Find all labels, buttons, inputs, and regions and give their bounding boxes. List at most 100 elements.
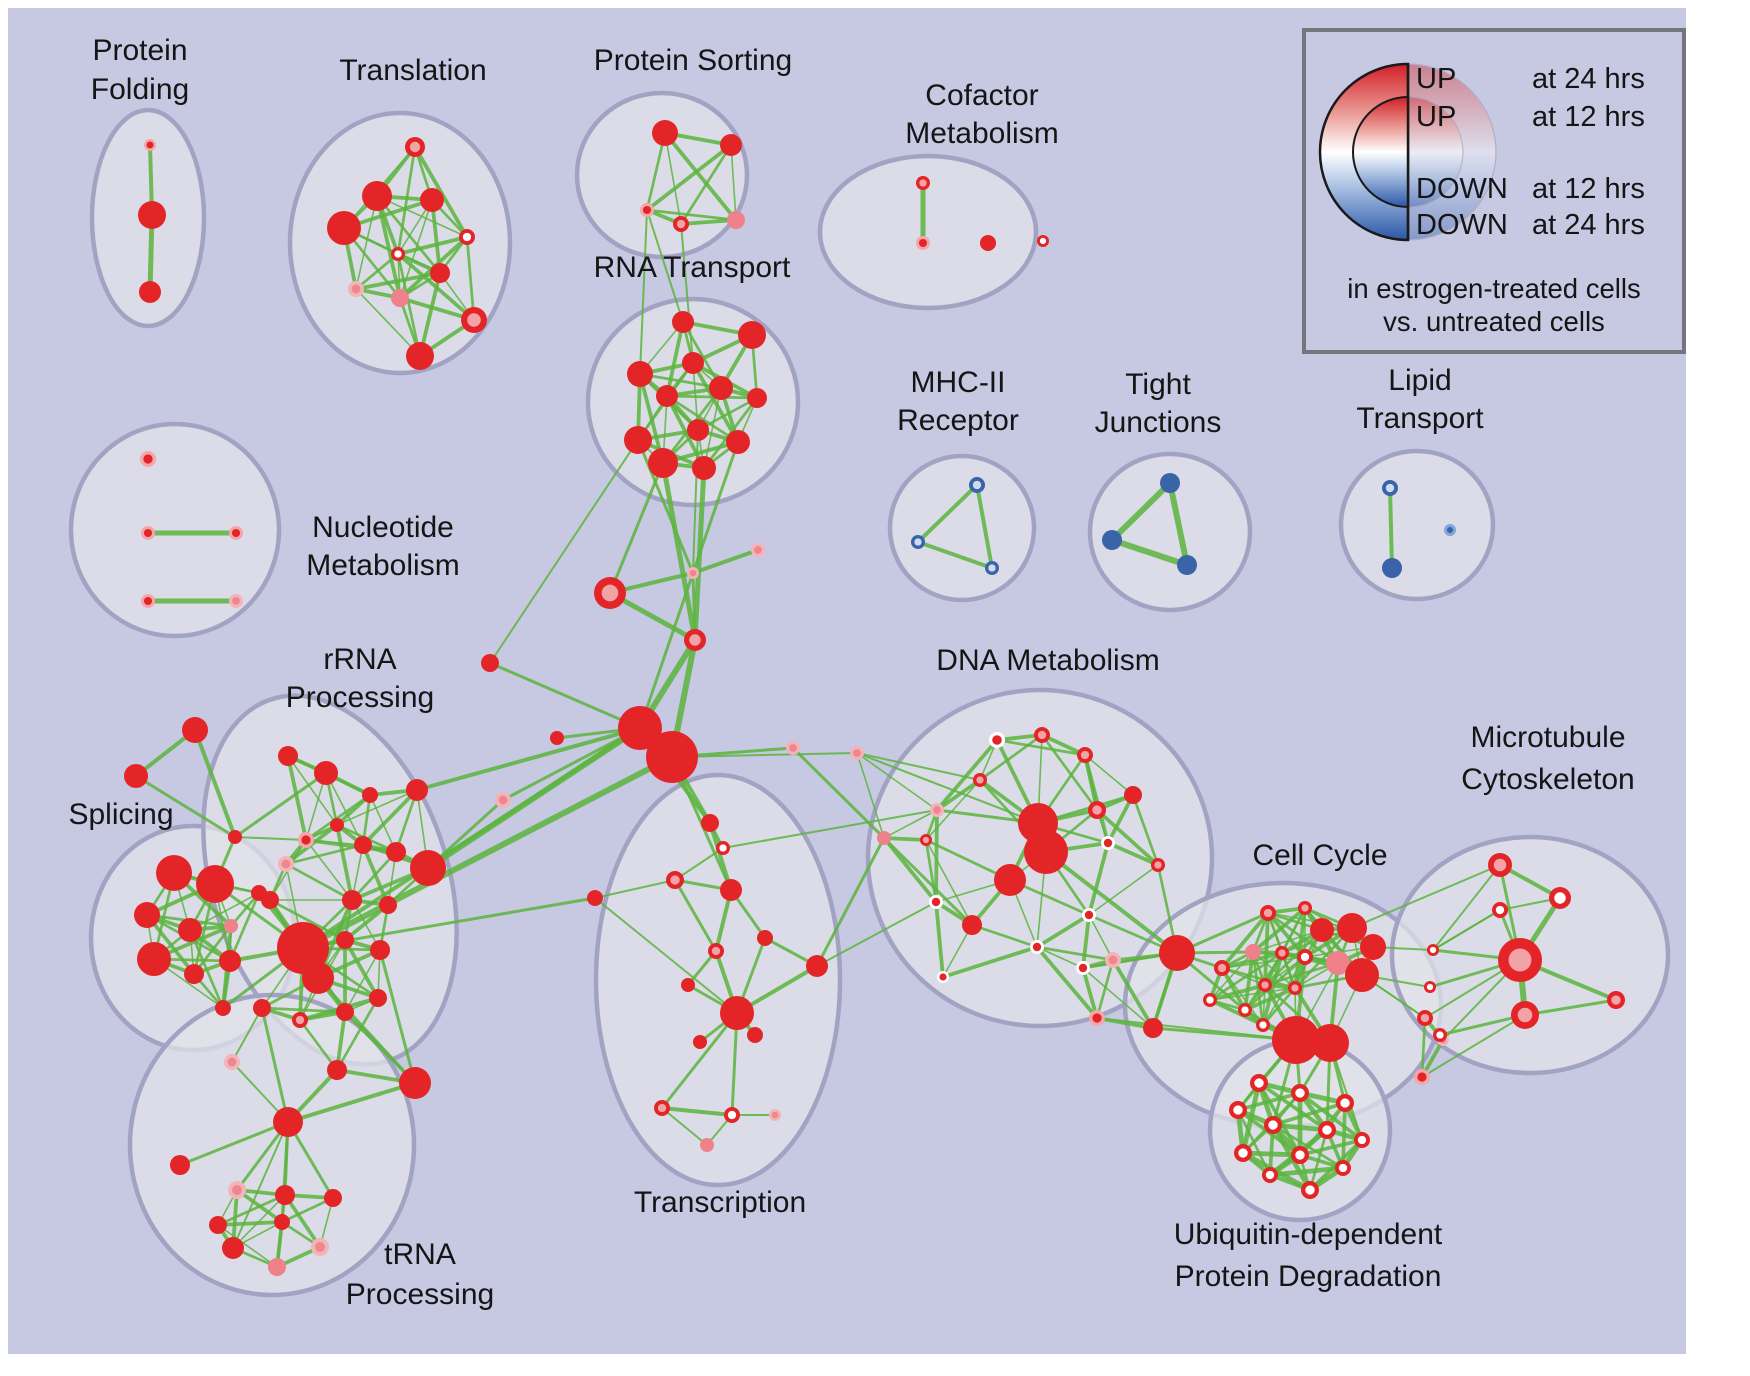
network-node	[692, 456, 716, 480]
network-node	[1078, 963, 1088, 973]
network-node	[1426, 983, 1434, 991]
network-node	[1517, 1007, 1533, 1023]
network-edge	[1082, 967, 1154, 1029]
network-edge	[665, 394, 740, 444]
network-node	[386, 842, 406, 862]
cluster-bubble-lipid-transport	[1338, 448, 1496, 602]
network-edge	[1351, 864, 1501, 929]
legend-row-time: at 12 hrs	[1532, 173, 1645, 205]
network-node	[1245, 944, 1261, 960]
network-node	[789, 744, 797, 752]
network-edge	[665, 320, 685, 398]
network-edge	[343, 938, 380, 1000]
network-node	[1265, 1170, 1275, 1180]
network-edge	[396, 252, 422, 358]
network-node	[627, 361, 653, 387]
network-node	[689, 634, 701, 646]
network-edge	[1240, 1150, 1303, 1158]
network-edge	[730, 144, 737, 221]
cluster-label-microtubule-cytoskeleton: Microtubule	[1470, 721, 1625, 754]
network-edge	[975, 483, 994, 570]
network-edge	[1221, 967, 1264, 1026]
network-edge	[1131, 793, 1160, 867]
network-node	[853, 749, 861, 757]
network-node	[324, 1189, 342, 1207]
network-node	[914, 538, 922, 546]
network-node	[1300, 952, 1310, 962]
network-edge	[178, 1120, 290, 1167]
network-edge	[1088, 914, 1114, 961]
network-node	[689, 569, 697, 577]
legend-gradient-half-inner	[1352, 95, 1409, 209]
network-node	[351, 284, 361, 294]
network-edge	[316, 976, 417, 1085]
network-edge	[228, 891, 261, 963]
network-node	[618, 706, 662, 750]
network-edge	[1251, 906, 1307, 954]
network-edge	[1271, 1101, 1347, 1127]
network-edge	[703, 387, 722, 469]
network-node	[430, 263, 450, 283]
network-edge	[856, 752, 981, 781]
network-node	[1417, 1072, 1427, 1082]
network-node	[642, 205, 652, 215]
network-node	[143, 596, 153, 606]
network-node	[302, 962, 334, 994]
network-node	[369, 989, 387, 1007]
network-node	[1295, 1088, 1305, 1098]
cluster-label-cofactor-metabolism: Metabolism	[905, 117, 1058, 150]
network-node	[330, 818, 344, 832]
network-edge	[661, 1107, 708, 1146]
network-edge	[645, 208, 738, 222]
network-node	[409, 141, 421, 153]
cluster-bubble-protein-sorting	[574, 90, 750, 260]
network-edge	[234, 836, 307, 841]
network-edge	[396, 235, 469, 256]
network-node	[1301, 904, 1309, 912]
cluster-label-ubiquitin-degradation: Protein Degradation	[1175, 1260, 1442, 1293]
network-edge	[594, 897, 738, 1014]
network-edge	[660, 1106, 734, 1117]
network-node	[498, 795, 508, 805]
network-node	[648, 448, 678, 478]
network-node	[182, 717, 208, 743]
cluster-label-mhc-ii-receptor: Receptor	[897, 404, 1019, 437]
legend-row-direction: DOWN	[1416, 173, 1508, 205]
cluster-bubble-transcription	[593, 772, 843, 1188]
network-edge	[1220, 911, 1270, 970]
network-edge	[1298, 1138, 1364, 1157]
network-node	[391, 289, 409, 307]
cluster-label-trna-processing: tRNA	[384, 1238, 456, 1271]
network-node	[222, 1237, 244, 1259]
network-edge	[233, 771, 328, 839]
network-node	[268, 1258, 286, 1276]
network-node	[1360, 934, 1386, 960]
network-edge	[1243, 986, 1297, 1012]
network-node	[274, 1214, 290, 1230]
network-node	[327, 1060, 347, 1080]
network-node	[687, 419, 709, 441]
network-edge	[375, 194, 442, 275]
network-node	[273, 1107, 303, 1137]
network-node	[1238, 1148, 1248, 1158]
network-node	[1124, 786, 1142, 804]
network-node	[587, 890, 603, 906]
network-node	[295, 1015, 305, 1025]
network-node	[379, 896, 397, 914]
network-node	[1385, 483, 1395, 493]
network-edge	[336, 789, 418, 826]
network-edge	[663, 131, 738, 222]
network-edge	[882, 836, 928, 842]
network-node	[656, 385, 678, 407]
network-node	[1080, 750, 1090, 760]
network-node	[1295, 1150, 1305, 1160]
network-node	[652, 120, 678, 146]
network-edge	[378, 948, 417, 1085]
network-node	[994, 864, 1026, 896]
network-edge	[355, 288, 421, 357]
legend-note: vs. untreated cells	[1383, 306, 1605, 337]
cluster-label-microtubule-cytoskeleton: Cytoskeleton	[1461, 763, 1634, 796]
cluster-bubble-nucleotide-metabolism	[68, 421, 282, 639]
network-node	[278, 746, 298, 766]
